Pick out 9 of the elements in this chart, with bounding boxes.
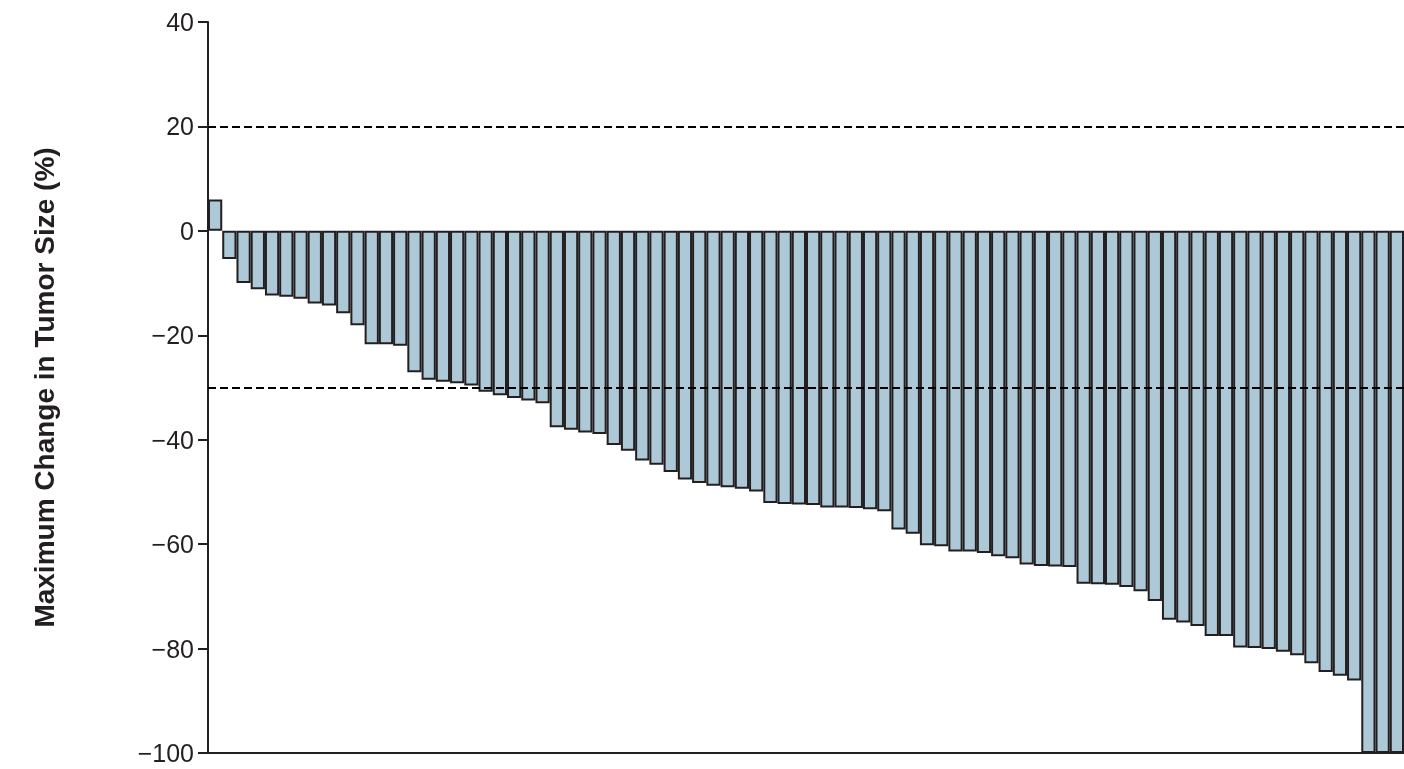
- y-tick-label: −80: [151, 634, 194, 663]
- y-tick-label: 40: [166, 8, 194, 36]
- y-tick-label: −100: [137, 739, 194, 767]
- y-axis-title: Maximum Change in Tumor Size (%): [28, 147, 60, 628]
- y-tick-label: −40: [151, 425, 194, 454]
- y-tick-label: 20: [166, 112, 194, 141]
- y-tick-label: −20: [151, 321, 194, 350]
- y-tick-label: 0: [180, 216, 194, 245]
- y-tick-label: −60: [151, 530, 194, 559]
